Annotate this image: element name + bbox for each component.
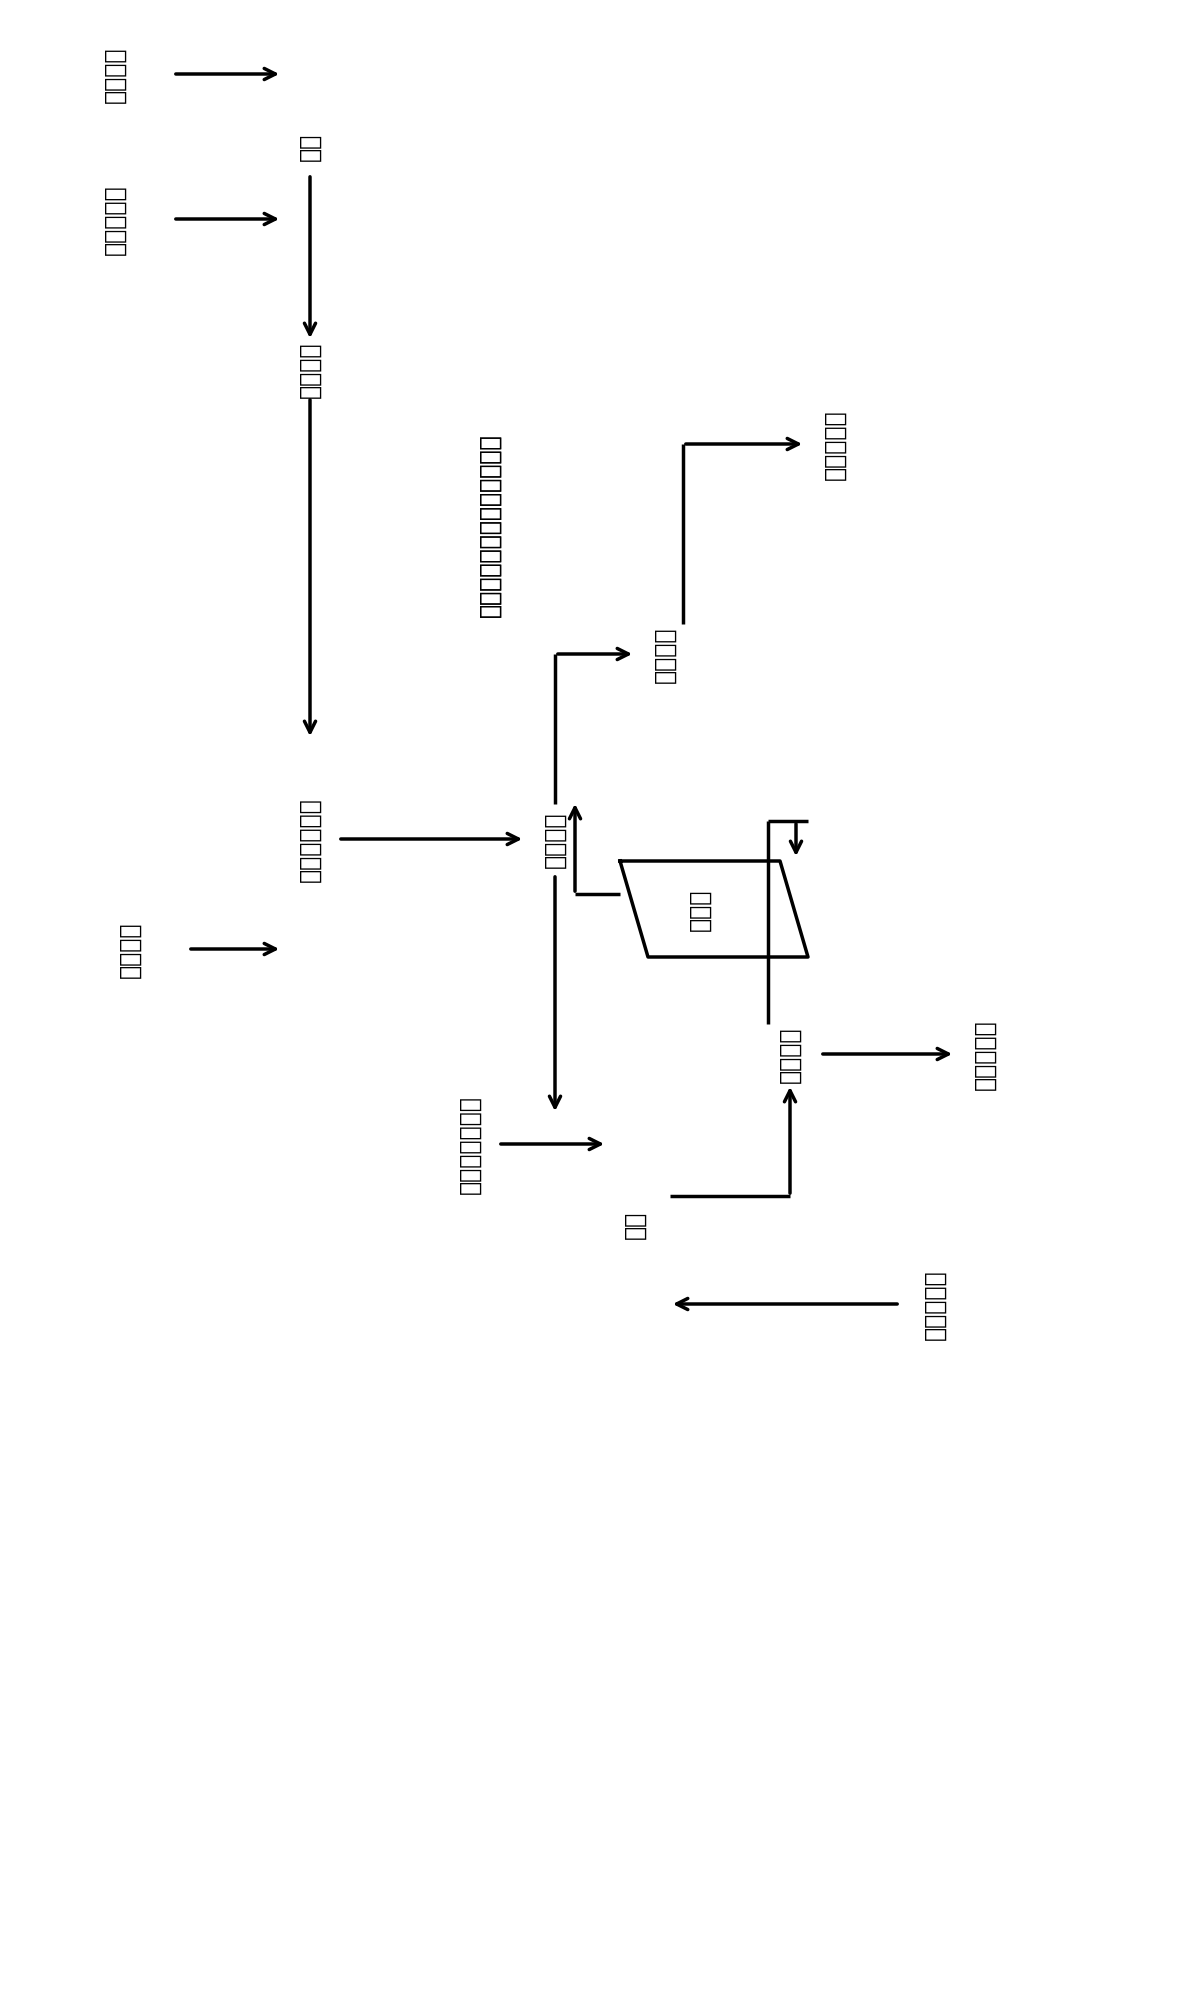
Text: 硫酸钒产品: 硫酸钒产品 xyxy=(973,1019,997,1090)
Text: 硫酸钒中间产品: 硫酸钒中间产品 xyxy=(457,1096,482,1194)
Text: 十水芒瞅: 十水芒瞅 xyxy=(103,46,127,103)
Text: 锅炉蕊汽: 锅炉蕊汽 xyxy=(118,920,142,977)
Text: 硫酸钒溶液: 硫酸钒溶液 xyxy=(923,1269,947,1339)
Text: 余热预热: 余热预热 xyxy=(297,342,322,399)
Text: 溶解: 溶解 xyxy=(297,133,322,161)
Text: 固液分离: 固液分离 xyxy=(543,812,566,868)
Text: 洗洤: 洗洤 xyxy=(623,1210,647,1239)
Text: 洗隘液: 洗隘液 xyxy=(688,888,712,930)
Text: 固液分离: 固液分离 xyxy=(653,626,677,683)
Text: 硫化钒稀液: 硫化钒稀液 xyxy=(103,185,127,256)
Text: 固液分离: 固液分离 xyxy=(779,1027,802,1084)
Text: 制隘母液低温蔭发和冷却制山: 制隘母液低温蔭发和冷却制山 xyxy=(478,433,502,616)
Text: 制隘母液低温蔭发和冷却制山: 制隘母液低温蔭发和冷却制山 xyxy=(478,433,502,616)
Text: 硫化钒产品: 硫化钒产品 xyxy=(824,409,847,479)
Text: 高温蔭发制隘: 高温蔭发制隘 xyxy=(297,798,322,882)
